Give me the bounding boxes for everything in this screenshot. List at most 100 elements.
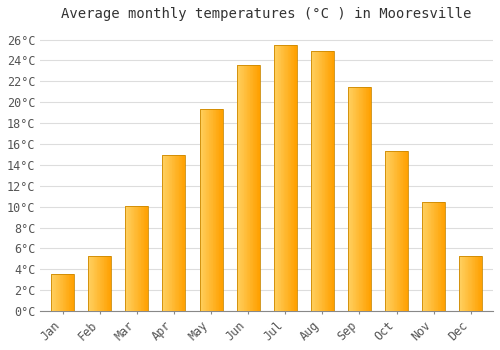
Bar [430,202,432,311]
Bar [280,45,281,311]
Bar [282,45,283,311]
Bar [287,45,288,311]
Bar [178,155,180,311]
Bar [365,86,366,311]
Bar [396,151,398,311]
Bar [162,155,186,311]
Bar [314,51,316,311]
Bar [432,202,433,311]
Bar [68,273,70,311]
Bar [143,205,144,311]
Bar [429,202,430,311]
Bar [468,256,469,311]
Bar [467,256,468,311]
Bar [461,256,462,311]
Bar [348,86,371,311]
Bar [477,256,478,311]
Bar [51,273,52,311]
Bar [128,205,129,311]
Bar [72,273,74,311]
Bar [327,51,328,311]
Bar [292,45,293,311]
Bar [99,256,100,311]
Bar [201,110,202,311]
Bar [385,151,408,311]
Bar [147,205,148,311]
Bar [284,45,285,311]
Bar [470,256,471,311]
Bar [212,110,214,311]
Bar [274,45,296,311]
Bar [438,202,439,311]
Bar [106,256,108,311]
Bar [103,256,104,311]
Bar [130,205,132,311]
Bar [61,273,62,311]
Bar [478,256,479,311]
Bar [137,205,138,311]
Bar [439,202,440,311]
Bar [251,64,252,311]
Bar [207,110,208,311]
Bar [162,155,163,311]
Bar [428,202,429,311]
Bar [181,155,182,311]
Bar [146,205,147,311]
Bar [255,64,256,311]
Bar [217,110,218,311]
Bar [313,51,314,311]
Bar [460,256,482,311]
Bar [92,256,93,311]
Bar [399,151,400,311]
Bar [221,110,222,311]
Bar [60,273,61,311]
Bar [64,273,65,311]
Bar [392,151,394,311]
Bar [57,273,58,311]
Bar [295,45,296,311]
Bar [433,202,434,311]
Bar [402,151,404,311]
Bar [390,151,391,311]
Bar [176,155,177,311]
Bar [236,64,238,311]
Bar [236,64,260,311]
Bar [138,205,139,311]
Bar [352,86,354,311]
Bar [288,45,289,311]
Bar [180,155,181,311]
Bar [58,273,59,311]
Bar [422,202,423,311]
Bar [56,273,57,311]
Bar [98,256,99,311]
Bar [404,151,405,311]
Bar [202,110,203,311]
Bar [127,205,128,311]
Bar [434,202,435,311]
Bar [95,256,96,311]
Bar [436,202,438,311]
Bar [471,256,472,311]
Bar [472,256,473,311]
Bar [360,86,361,311]
Bar [88,256,89,311]
Bar [322,51,323,311]
Bar [174,155,176,311]
Bar [184,155,186,311]
Bar [90,256,91,311]
Bar [245,64,246,311]
Bar [96,256,98,311]
Bar [100,256,101,311]
Bar [348,86,350,311]
Bar [311,51,312,311]
Bar [52,273,54,311]
Bar [443,202,444,311]
Bar [250,64,251,311]
Bar [70,273,71,311]
Bar [93,256,94,311]
Bar [248,64,249,311]
Bar [355,86,356,311]
Bar [134,205,136,311]
Bar [277,45,278,311]
Bar [243,64,244,311]
